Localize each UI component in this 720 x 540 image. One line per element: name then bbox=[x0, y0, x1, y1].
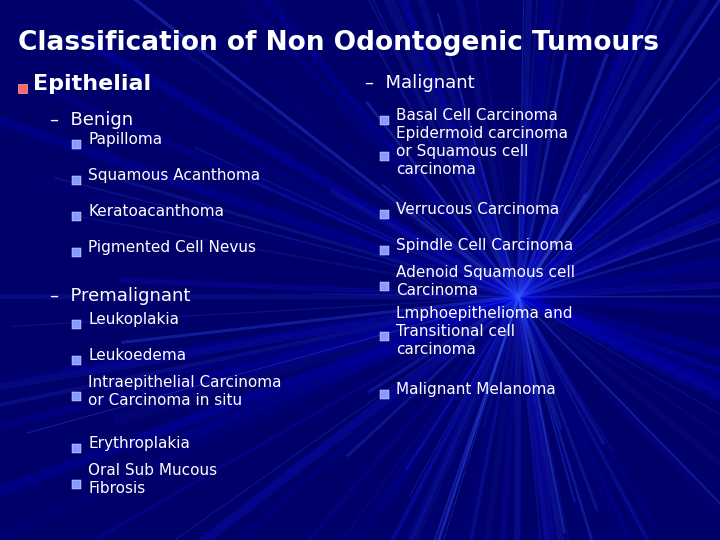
Text: Oral Sub Mucous
Fibrosis: Oral Sub Mucous Fibrosis bbox=[88, 463, 217, 496]
FancyBboxPatch shape bbox=[72, 247, 81, 256]
FancyBboxPatch shape bbox=[72, 443, 81, 453]
Text: Squamous Acanthoma: Squamous Acanthoma bbox=[88, 168, 260, 183]
Text: Papilloma: Papilloma bbox=[88, 132, 162, 147]
FancyBboxPatch shape bbox=[72, 139, 81, 148]
FancyBboxPatch shape bbox=[380, 332, 389, 341]
Text: Epithelial: Epithelial bbox=[33, 73, 151, 93]
Text: Basal Cell Carcinoma: Basal Cell Carcinoma bbox=[396, 108, 558, 123]
Text: Leukoplakia: Leukoplakia bbox=[88, 312, 179, 327]
Text: Classification of Non Odontogenic Tumours: Classification of Non Odontogenic Tumour… bbox=[18, 30, 659, 56]
FancyBboxPatch shape bbox=[380, 389, 389, 399]
Text: Spindle Cell Carcinoma: Spindle Cell Carcinoma bbox=[396, 238, 573, 253]
FancyBboxPatch shape bbox=[380, 116, 389, 125]
Text: Malignant Melanoma: Malignant Melanoma bbox=[396, 382, 556, 397]
FancyBboxPatch shape bbox=[380, 246, 389, 254]
Text: Leukoedema: Leukoedema bbox=[88, 348, 186, 363]
FancyBboxPatch shape bbox=[380, 210, 389, 219]
FancyBboxPatch shape bbox=[380, 152, 389, 160]
Text: Verrucous Carcinoma: Verrucous Carcinoma bbox=[396, 202, 559, 217]
Text: –  Premalignant: – Premalignant bbox=[50, 287, 190, 305]
Text: Lmphoepithelioma and
Transitional cell
carcinoma: Lmphoepithelioma and Transitional cell c… bbox=[396, 306, 572, 357]
FancyBboxPatch shape bbox=[72, 480, 81, 489]
Text: –  Benign: – Benign bbox=[50, 111, 133, 129]
Text: Pigmented Cell Nevus: Pigmented Cell Nevus bbox=[88, 240, 256, 255]
Text: –  Malignant: – Malignant bbox=[365, 75, 474, 92]
Text: Erythroplakia: Erythroplakia bbox=[88, 436, 190, 451]
FancyBboxPatch shape bbox=[72, 320, 81, 328]
FancyBboxPatch shape bbox=[72, 176, 81, 185]
FancyBboxPatch shape bbox=[380, 281, 389, 291]
FancyBboxPatch shape bbox=[72, 212, 81, 220]
FancyBboxPatch shape bbox=[18, 84, 27, 92]
Text: Adenoid Squamous cell
Carcinoma: Adenoid Squamous cell Carcinoma bbox=[396, 265, 575, 298]
Text: Keratoacanthoma: Keratoacanthoma bbox=[88, 204, 224, 219]
FancyBboxPatch shape bbox=[72, 355, 81, 364]
Text: Epidermoid carcinoma
or Squamous cell
carcinoma: Epidermoid carcinoma or Squamous cell ca… bbox=[396, 126, 568, 177]
FancyBboxPatch shape bbox=[72, 392, 81, 401]
Text: Intraepithelial Carcinoma
or Carcinoma in situ: Intraepithelial Carcinoma or Carcinoma i… bbox=[88, 375, 282, 408]
